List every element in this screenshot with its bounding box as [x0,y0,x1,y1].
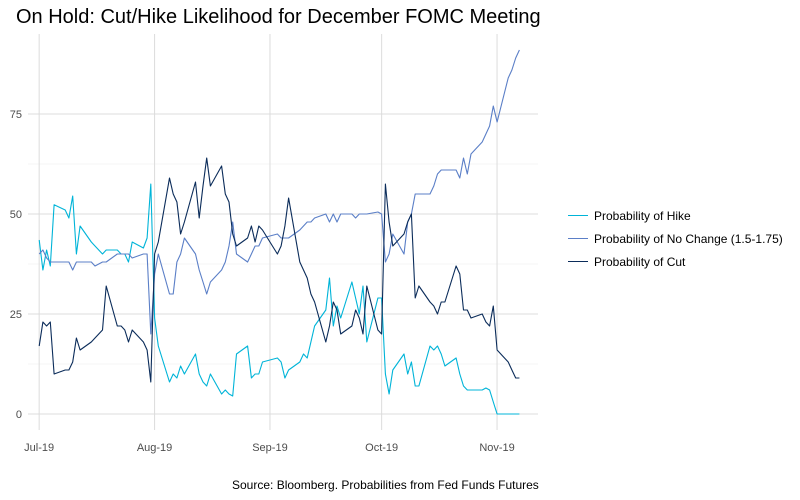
legend: Probability of Hike Probability of No Ch… [568,204,783,273]
y-tick-label: 0 [16,409,22,421]
x-tick-label: Aug-19 [137,442,172,454]
legend-swatch-no-change [568,238,588,239]
x-tick-label: Sep-19 [252,442,287,454]
x-tick-label: Oct-19 [365,442,398,454]
series-lines [38,49,520,415]
x-tick-label: Nov-19 [479,442,514,454]
chart-caption: Source: Bloomberg. Probabilities from Fe… [232,478,539,492]
legend-label-cut: Probability of Cut [594,254,686,269]
legend-label-hike: Probability of Hike [594,208,691,223]
legend-swatch-cut [568,261,588,262]
legend-item-cut: Probability of Cut [568,250,783,273]
series-line-cut [38,157,520,383]
legend-item-hike: Probability of Hike [568,204,783,227]
y-axis-labels: 0 25 50 75 [10,109,22,421]
x-tick-label: Jul-19 [24,442,54,454]
legend-swatch-hike [568,215,588,216]
y-tick-label: 75 [10,109,22,121]
series-line-no-change [38,49,520,335]
legend-label-no-change: Probability of No Change (1.5-1.75) [594,231,783,246]
y-tick-label: 50 [10,209,22,221]
series-line-hike [38,183,520,415]
y-tick-label: 25 [10,309,22,321]
x-axis-labels: Jul-19 Aug-19 Sep-19 Oct-19 Nov-19 [24,442,515,454]
chart-title: On Hold: Cut/Hike Likelihood for Decembe… [16,6,541,28]
gridlines [28,34,538,430]
legend-item-no-change: Probability of No Change (1.5-1.75) [568,227,783,250]
